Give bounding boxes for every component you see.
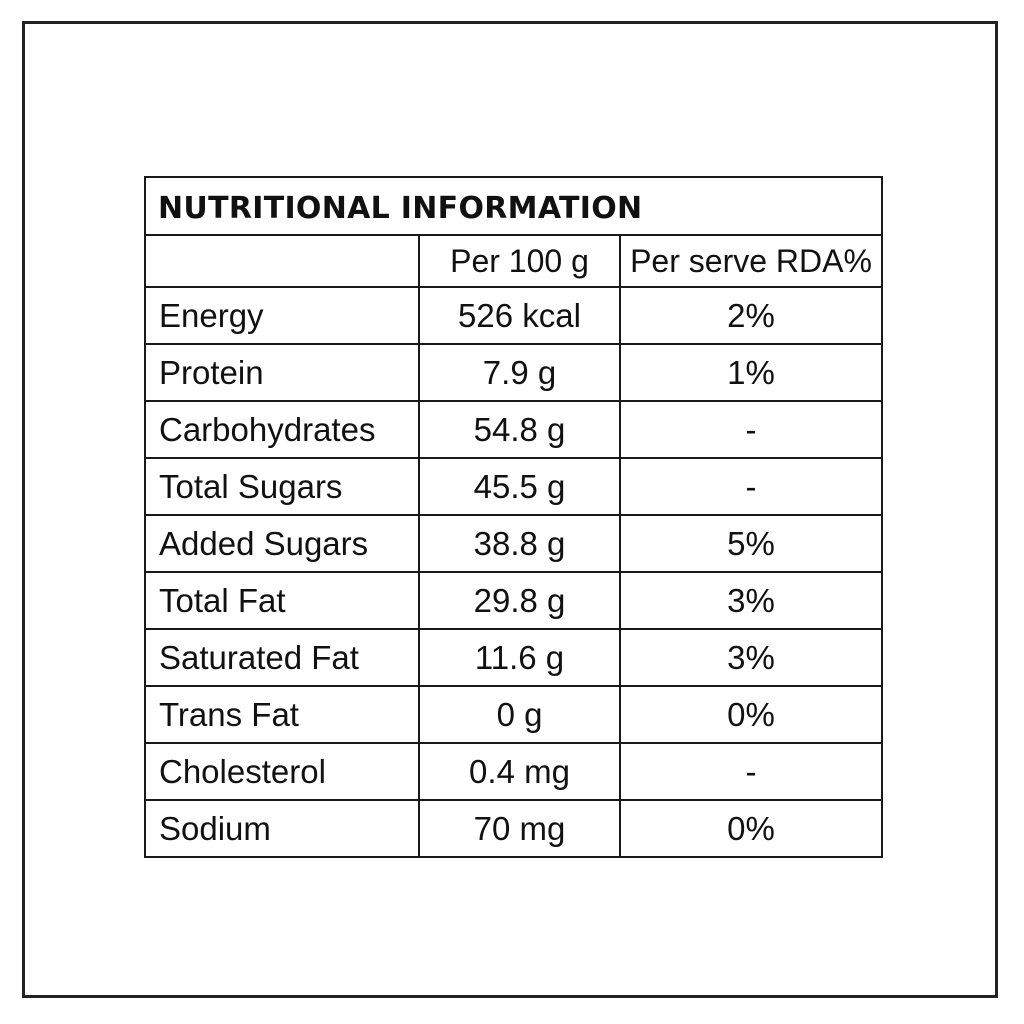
nutrient-amount: 11.6 g	[418, 628, 621, 687]
nutrient-amount: 0 g	[418, 685, 621, 744]
nutrient-rda: 2%	[619, 286, 883, 345]
table-title-row: NUTRITIONAL INFORMATION	[144, 176, 883, 236]
nutrient-amount: 0.4 mg	[418, 742, 621, 801]
table-row: Protein 7.9 g 1%	[144, 343, 883, 402]
header-row: Per 100 g Per serve RDA%	[144, 234, 883, 288]
table-title: NUTRITIONAL INFORMATION	[144, 176, 883, 236]
table-row: Energy 526 kcal 2%	[144, 286, 883, 345]
nutrient-name: Carbohydrates	[144, 400, 420, 459]
column-header-rda: Per serve RDA%	[619, 234, 883, 288]
nutrient-amount: 526 kcal	[418, 286, 621, 345]
table-row: Total Sugars 45.5 g -	[144, 457, 883, 516]
nutrient-rda: 1%	[619, 343, 883, 402]
nutrient-name: Protein	[144, 343, 420, 402]
nutrient-name: Trans Fat	[144, 685, 420, 744]
table-row: Added Sugars 38.8 g 5%	[144, 514, 883, 573]
nutrient-amount: 70 mg	[418, 799, 621, 858]
nutrient-amount: 29.8 g	[418, 571, 621, 630]
table-row: Sodium 70 mg 0%	[144, 799, 883, 858]
nutrition-table: NUTRITIONAL INFORMATION Per 100 g Per se…	[144, 176, 883, 858]
table-row: Carbohydrates 54.8 g -	[144, 400, 883, 459]
column-header-nutrient	[144, 234, 420, 288]
nutrient-amount: 54.8 g	[418, 400, 621, 459]
nutrient-amount: 45.5 g	[418, 457, 621, 516]
nutrient-name: Total Fat	[144, 571, 420, 630]
nutrient-rda: 0%	[619, 799, 883, 858]
nutrient-name: Sodium	[144, 799, 420, 858]
nutrient-name: Saturated Fat	[144, 628, 420, 687]
nutrient-rda: -	[619, 457, 883, 516]
nutrient-rda: 0%	[619, 685, 883, 744]
nutrient-rda: 3%	[619, 571, 883, 630]
nutrient-amount: 7.9 g	[418, 343, 621, 402]
column-header-per-100g: Per 100 g	[418, 234, 621, 288]
nutrient-rda: 5%	[619, 514, 883, 573]
table-row: Total Fat 29.8 g 3%	[144, 571, 883, 630]
table-row: Cholesterol 0.4 mg -	[144, 742, 883, 801]
nutrient-name: Total Sugars	[144, 457, 420, 516]
nutrient-name: Added Sugars	[144, 514, 420, 573]
nutrient-rda: -	[619, 742, 883, 801]
table-row: Trans Fat 0 g 0%	[144, 685, 883, 744]
nutrient-name: Cholesterol	[144, 742, 420, 801]
nutrient-amount: 38.8 g	[418, 514, 621, 573]
nutrient-rda: -	[619, 400, 883, 459]
nutrient-name: Energy	[144, 286, 420, 345]
table-row: Saturated Fat 11.6 g 3%	[144, 628, 883, 687]
nutrient-rda: 3%	[619, 628, 883, 687]
